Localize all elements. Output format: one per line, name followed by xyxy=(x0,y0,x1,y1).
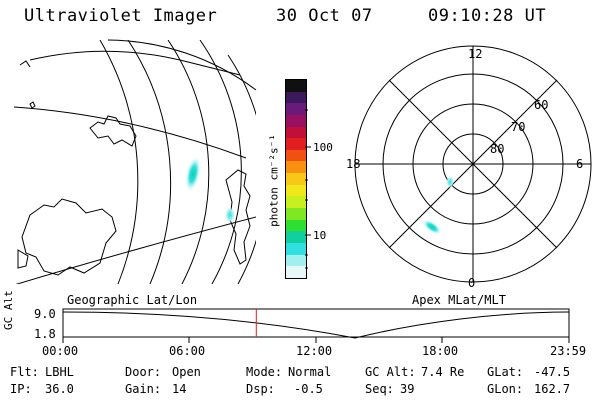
coastline xyxy=(225,169,251,265)
colorbar-swatch xyxy=(286,114,306,127)
time-tick-0000: 00:00 xyxy=(42,344,79,358)
time-tick-0600: 06:00 xyxy=(169,344,206,358)
mlt-label-6: 6 xyxy=(576,157,584,171)
colorbar-swatch xyxy=(286,231,306,243)
instrument-title: Ultraviolet Imager xyxy=(24,6,218,26)
door-value: Open xyxy=(172,365,201,379)
lat-arc xyxy=(29,50,241,76)
time-tick-2359: 23:59 xyxy=(550,344,587,358)
colorbar-swatch xyxy=(286,80,306,92)
colorbar-tick-10: 10 xyxy=(313,229,327,242)
mlat-label-80: 80 xyxy=(490,142,505,156)
mlt-label-18: 18 xyxy=(346,157,361,171)
observation-time: 09:10:28 UT xyxy=(428,6,547,26)
mlat-label-60: 60 xyxy=(534,98,549,112)
seq-value: 39 xyxy=(400,382,415,396)
coastline xyxy=(29,101,36,109)
geographic-label: Geographic Lat/Lon xyxy=(67,293,198,307)
seq-label: Seq: xyxy=(365,382,394,396)
colorbar-swatch xyxy=(286,126,306,139)
gcalt-value: 7.4 Re xyxy=(421,365,465,379)
lon-arc xyxy=(99,40,139,284)
mode-label: Mode: xyxy=(246,365,283,379)
time-tick-1200: 12:00 xyxy=(296,344,333,358)
glon-value: 162.7 xyxy=(534,382,571,396)
coastline xyxy=(21,198,117,276)
coastline xyxy=(19,60,31,68)
timeline-ymax: 9.0 xyxy=(34,307,56,321)
colorbar-swatch xyxy=(286,242,306,255)
colorbar-swatch xyxy=(286,196,306,209)
door-label: Door: xyxy=(125,365,162,379)
colorbar-tick-100: 100 xyxy=(313,141,333,154)
colorbar-swatch xyxy=(286,173,306,185)
coastline xyxy=(89,115,137,147)
aurora-emission xyxy=(185,156,201,192)
colorbar-swatch xyxy=(286,103,306,115)
colorbar-swatch xyxy=(286,208,306,220)
dsp-value: -0.5 xyxy=(294,382,323,396)
lon-arc xyxy=(199,40,242,284)
glon-label: GLon: xyxy=(487,382,524,396)
observation-date: 30 Oct 07 xyxy=(276,6,373,26)
graticule-line xyxy=(14,106,247,159)
apex-label: Apex MLat/MLT xyxy=(412,293,506,307)
time-tick-1800: 18:00 xyxy=(422,344,459,358)
glat-label: GLat: xyxy=(487,365,524,379)
colorbar-swatch xyxy=(286,138,306,150)
flt-value: LBHL xyxy=(45,365,74,379)
colorbar-swatch xyxy=(286,184,306,197)
timeline-ymin: 1.8 xyxy=(34,327,56,341)
lon-arc xyxy=(127,40,172,284)
colorbar-swatch xyxy=(286,91,306,104)
mlt-label-12: 12 xyxy=(468,47,483,61)
gcalt-label: GC Alt: xyxy=(365,365,416,379)
colorbar-swatch xyxy=(286,254,306,267)
colorbar-swatch xyxy=(286,161,306,174)
mlat-label-70: 70 xyxy=(511,120,526,134)
ip-label: IP: xyxy=(10,382,32,396)
colorbar xyxy=(285,79,307,279)
colorbar-ticks xyxy=(305,109,311,269)
mode-value: Normal xyxy=(288,365,332,379)
coastline xyxy=(17,249,29,269)
lon-arc xyxy=(227,54,256,284)
glat-value: -47.5 xyxy=(534,365,571,379)
graticule-line xyxy=(15,216,256,284)
aurora-emission-faint xyxy=(225,207,235,223)
dsp-label: Dsp: xyxy=(246,382,275,396)
mlt-label-0: 0 xyxy=(468,276,476,290)
colorbar-swatch xyxy=(286,149,306,162)
gain-label: Gain: xyxy=(125,382,162,396)
colorbar-swatch xyxy=(286,266,306,278)
aurora-emission-polar-faint xyxy=(446,176,454,188)
map-limb xyxy=(107,39,257,91)
aurora-emission-polar xyxy=(422,219,442,235)
ip-value: 36.0 xyxy=(45,382,74,396)
lon-arc xyxy=(167,40,210,284)
gain-value: 14 xyxy=(172,382,187,396)
flt-label: Flt: xyxy=(10,365,39,379)
colorbar-swatch xyxy=(286,219,306,232)
altitude-curve xyxy=(62,311,570,339)
